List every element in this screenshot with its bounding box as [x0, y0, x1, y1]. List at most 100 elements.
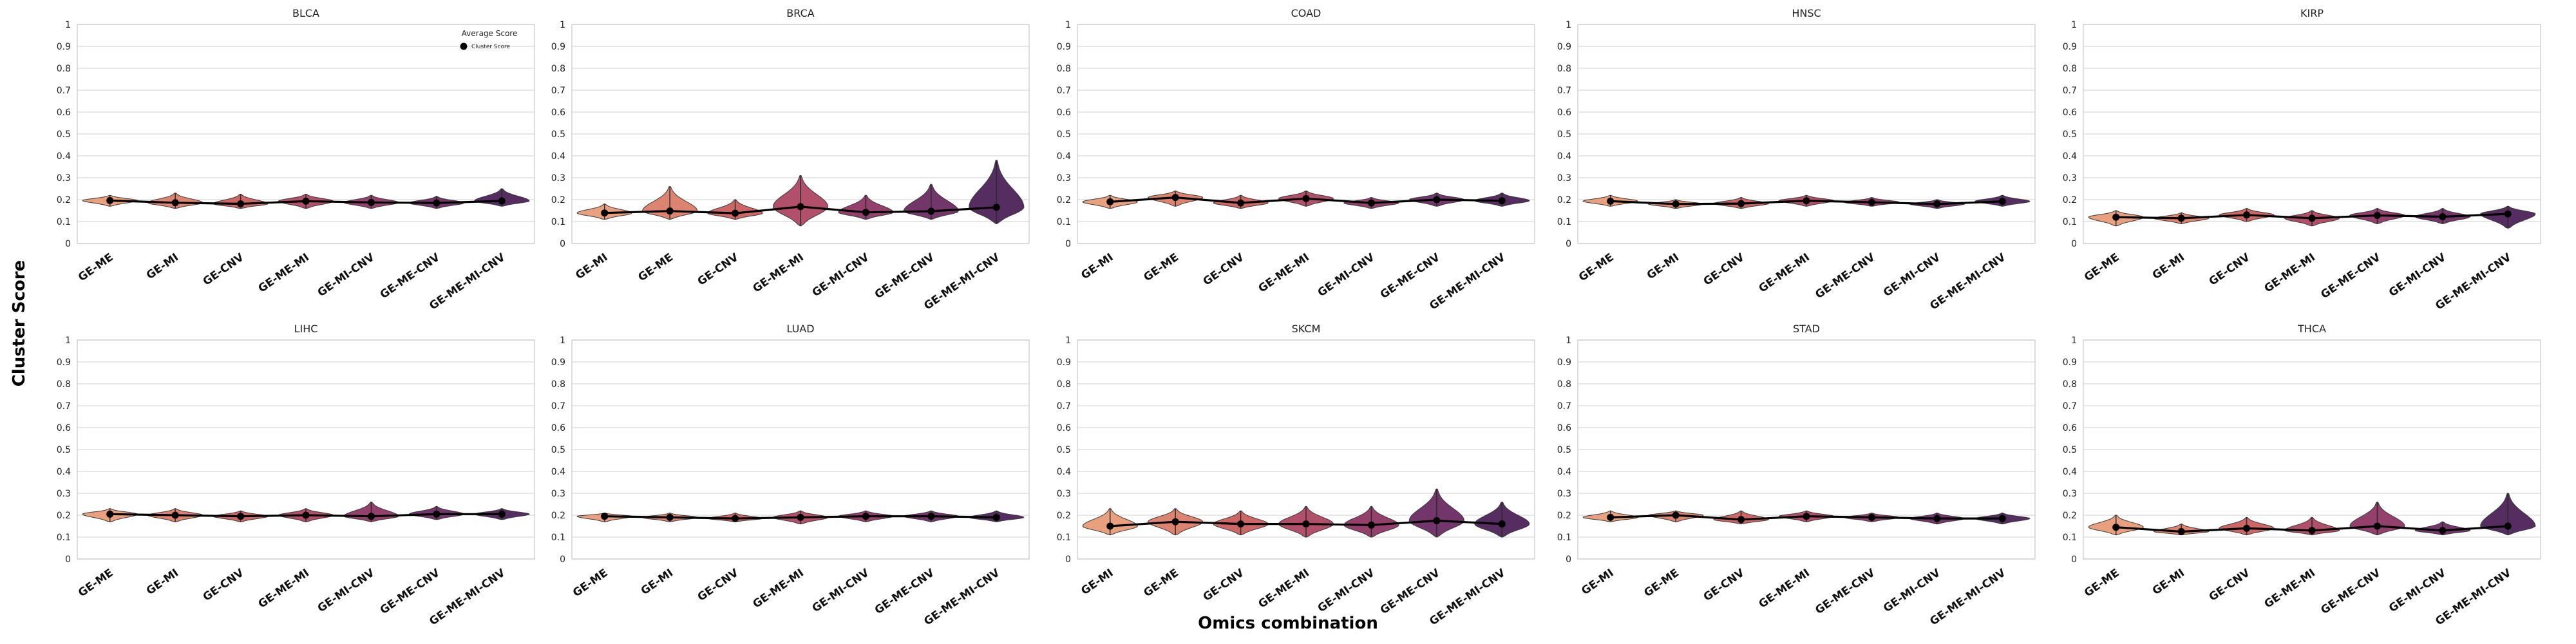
x-tick-label: GE-MI-CNV — [1316, 251, 1378, 299]
x-tick-label: GE-ME-CNV — [1813, 566, 1878, 617]
y-tick-label: 0.7 — [57, 401, 71, 412]
x-tick-label: GE-ME-MI — [1756, 251, 1812, 296]
plot-frame — [77, 24, 535, 244]
x-tick-label: GE-ME-MI — [750, 251, 806, 296]
x-tick-label: GE-ME-MI — [1756, 567, 1812, 611]
average-point — [1803, 197, 1810, 205]
y-tick-label: 0.5 — [2063, 129, 2077, 140]
panel-title: COAD — [1291, 7, 1321, 19]
x-tick-label: GE-CNV — [696, 566, 742, 603]
y-tick-label: 0.8 — [57, 64, 71, 74]
average-point — [1367, 521, 1375, 529]
y-tick-label: 0.7 — [1557, 401, 1571, 412]
x-axis-title: Omics combination — [1198, 614, 1378, 633]
x-tick-label: GE-CNV — [2207, 566, 2253, 603]
panel-title: BLCA — [292, 7, 319, 19]
y-tick-label: 1 — [560, 336, 565, 346]
y-tick-label: 0.9 — [57, 42, 71, 52]
x-tick-label: GE-CNV — [2207, 251, 2253, 288]
average-point — [106, 196, 114, 204]
plot-frame — [2083, 339, 2541, 560]
x-tick-label: GE-MI — [1645, 251, 1681, 282]
y-tick-label: 0 — [1065, 239, 1071, 249]
average-point — [1803, 513, 1810, 520]
x-tick-label: GE-MI — [2150, 567, 2187, 598]
average-point — [1237, 520, 1245, 528]
legend-title: Average Score — [462, 29, 518, 38]
average-point — [2177, 528, 2185, 535]
y-tick-label: 0.1 — [57, 217, 71, 227]
average-point — [2112, 213, 2120, 221]
y-tick-label: 0.2 — [1557, 195, 1571, 205]
y-tick-label: 0.8 — [551, 64, 565, 74]
y-tick-label: 0.2 — [57, 195, 71, 205]
y-tick-label: 0.4 — [551, 467, 565, 477]
average-point — [2243, 524, 2251, 532]
y-axis-title: Cluster Score — [10, 260, 29, 386]
y-tick-label: 0.8 — [1057, 64, 1071, 74]
x-tick-label: GE-ME — [1141, 251, 1181, 284]
average-point — [1672, 200, 1680, 208]
y-tick-label: 1 — [2071, 336, 2077, 346]
y-tick-label: 0.7 — [1557, 86, 1571, 96]
panel-coad: 0 0.1 0.2 0.3 0.4 0.5 0.6 0.7 0.8 0.9 1 COAD GE-MI GE… — [1057, 7, 1535, 312]
x-tick-label: GE-MI — [1079, 251, 1115, 282]
x-tick-label: GE-ME-MI — [2262, 567, 2317, 611]
average-point — [992, 513, 1000, 521]
x-tick-label: GE-ME-CNV — [378, 566, 443, 617]
average-point — [732, 515, 739, 522]
y-tick-label: 0.5 — [1557, 445, 1571, 455]
plot-frame — [2083, 24, 2541, 244]
y-tick-label: 0 — [2071, 239, 2077, 249]
y-tick-label: 0.9 — [57, 357, 71, 368]
y-tick-label: 0.3 — [2063, 489, 2077, 499]
y-tick-label: 0.1 — [551, 533, 565, 543]
average-point — [732, 209, 739, 217]
x-tick-label: GE-ME-CNV — [2318, 251, 2383, 301]
y-tick-label: 0.5 — [551, 445, 565, 455]
x-tick-label: GE-MI — [573, 251, 610, 282]
panel-lihc: 0 0.1 0.2 0.3 0.4 0.5 0.6 0.7 0.8 0.9 1 LIHC GE-ME GE… — [57, 323, 535, 628]
plot-frame — [571, 339, 1030, 560]
x-tick-label: GE-ME-CNV — [1813, 251, 1878, 301]
y-tick-label: 1 — [2071, 20, 2077, 30]
y-tick-label: 0.3 — [1057, 489, 1071, 499]
average-point — [1607, 513, 1615, 521]
y-tick-label: 0.7 — [1057, 86, 1071, 96]
y-tick-label: 0.3 — [57, 489, 71, 499]
x-tick-label: GE-CNV — [696, 251, 742, 288]
panel-title: LIHC — [294, 323, 318, 335]
y-tick-label: 0.9 — [1057, 357, 1071, 368]
x-tick-label: GE-CNV — [201, 251, 247, 288]
plot-frame — [1077, 24, 1535, 244]
average-point — [498, 510, 506, 518]
average-point — [2177, 214, 2185, 222]
plot-frame — [77, 339, 535, 560]
y-tick-label: 0.5 — [551, 129, 565, 140]
average-point — [1998, 515, 2006, 522]
x-tick-label: GE-ME-CNV — [1378, 251, 1443, 301]
average-point — [2439, 527, 2447, 535]
average-point — [797, 203, 804, 211]
x-tick-label: GE-MI-CNV — [1881, 566, 1943, 615]
average-point — [1868, 198, 1875, 206]
panel-title: THCA — [2297, 323, 2326, 335]
y-tick-label: 1 — [560, 20, 565, 30]
average-point — [1106, 522, 1114, 530]
legend: Average Score Cluster Score — [460, 29, 518, 50]
y-tick-label: 0 — [560, 554, 565, 565]
average-point — [237, 513, 245, 520]
y-tick-label: 0.7 — [57, 86, 71, 96]
y-tick-label: 0.8 — [2063, 379, 2077, 390]
average-point — [367, 198, 375, 206]
y-tick-label: 0.4 — [57, 467, 71, 477]
y-tick-label: 0.5 — [1557, 129, 1571, 140]
plot-frame — [1577, 24, 2036, 244]
x-tick-label: GE-ME-MI — [1256, 251, 1311, 296]
average-point — [1933, 515, 1941, 522]
x-tick-label: GE-MI-CNV — [1881, 251, 1943, 299]
x-tick-label: GE-MI-CNV — [2387, 251, 2448, 299]
average-point — [666, 207, 674, 215]
average-point — [992, 204, 1000, 211]
y-tick-label: 0 — [560, 239, 565, 249]
